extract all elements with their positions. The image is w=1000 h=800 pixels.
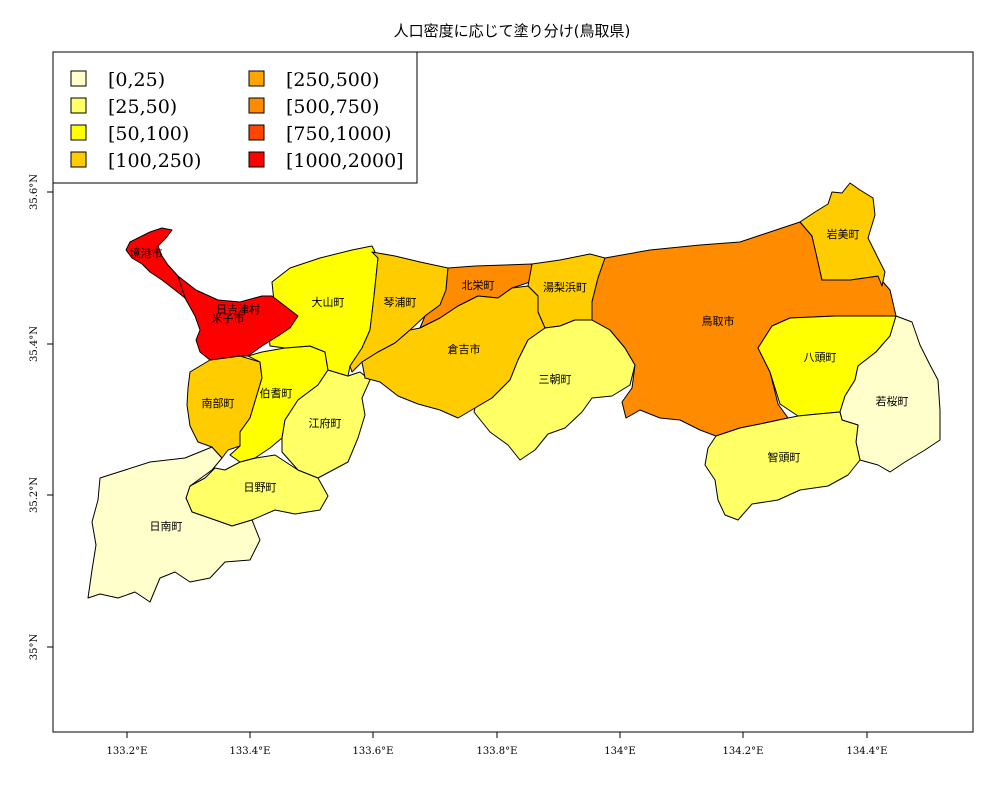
legend: [0,25) [25,50) [50,100) [100,250) [250,500) [… — [52, 51, 418, 184]
municipality-iwami[interactable] — [799, 182, 886, 287]
legend-swatch — [70, 97, 87, 114]
y-tick-label: 35°N — [29, 634, 40, 661]
municipality-label: 湯梨浜町 — [543, 280, 587, 294]
legend-swatch — [248, 124, 265, 141]
municipality-label: 若桜町 — [876, 394, 909, 408]
legend-swatch — [70, 124, 87, 141]
y-tick-label: 35.4°N — [29, 326, 40, 362]
x-tick-label: 133.6°E — [353, 746, 394, 757]
municipality-label: 江府町 — [309, 416, 342, 430]
legend-label: [50,100) — [108, 123, 189, 145]
municipality-label: 八頭町 — [804, 351, 837, 364]
municipality-label: 境港市 — [130, 246, 163, 260]
map-title: 人口密度に応じて塗り分け(鳥取県) — [394, 22, 631, 40]
y-tick-label: 35.6°N — [29, 174, 40, 210]
legend-swatch — [70, 151, 87, 168]
legend-swatch — [248, 97, 265, 114]
municipality-misasa[interactable] — [473, 319, 636, 461]
municipality-label: 南部町 — [202, 396, 235, 410]
plot-frame — [52, 51, 974, 733]
municipality-label: 大山町 — [312, 295, 345, 309]
municipality-layer — [87, 182, 941, 603]
legend-label: [500,750) — [286, 96, 379, 118]
municipality-label: 伯耆町 — [260, 386, 293, 400]
y-axis: 35°N 35.2°N 35.4°N 35.6°N — [29, 174, 53, 661]
legend-swatch — [248, 151, 265, 168]
municipality-label: 日野町 — [244, 481, 277, 494]
legend-label: [750,1000) — [286, 123, 391, 145]
municipality-wakasa[interactable] — [839, 315, 941, 473]
x-axis: 133.2°E 133.4°E 133.6°E 133.8°E 134°E 134.2°E… — [107, 732, 888, 757]
municipality-nichinan[interactable] — [87, 446, 261, 603]
municipality-yonago[interactable] — [177, 275, 299, 361]
x-tick-label: 133.2°E — [107, 746, 148, 757]
legend-label: [0,25) — [108, 69, 165, 91]
municipality-label: 日南町 — [150, 520, 183, 533]
x-tick-label: 134.2°E — [723, 746, 764, 757]
municipality-label: 米子市 — [212, 311, 245, 325]
legend-label: [250,500) — [286, 69, 379, 91]
legend-box — [52, 51, 418, 184]
x-tick-label: 134°E — [604, 746, 635, 757]
legend-label: [1000,2000] — [286, 150, 404, 172]
municipality-label: 琴浦町 — [384, 296, 417, 309]
x-tick-label: 134.4°E — [847, 746, 888, 757]
municipality-label: 北栄町 — [462, 278, 495, 292]
legend-label: [25,50) — [108, 96, 177, 118]
municipality-sakaiminato[interactable] — [125, 227, 186, 299]
x-tick-label: 133.4°E — [230, 746, 271, 757]
municipality-label: 日吉津村 — [216, 302, 260, 316]
municipality-chizu[interactable] — [704, 411, 861, 521]
municipality-label: 倉吉市 — [448, 342, 481, 356]
legend-label: [100,250) — [108, 150, 201, 172]
legend-swatch — [70, 70, 87, 87]
y-tick-label: 35.2°N — [29, 477, 40, 513]
x-tick-label: 133.8°E — [477, 746, 518, 757]
legend-swatch — [248, 70, 265, 87]
municipality-label: 岩美町 — [827, 227, 860, 241]
municipality-label: 鳥取市 — [702, 314, 735, 328]
municipality-label: 三朝町 — [539, 373, 572, 386]
municipality-label: 智頭町 — [768, 450, 801, 464]
